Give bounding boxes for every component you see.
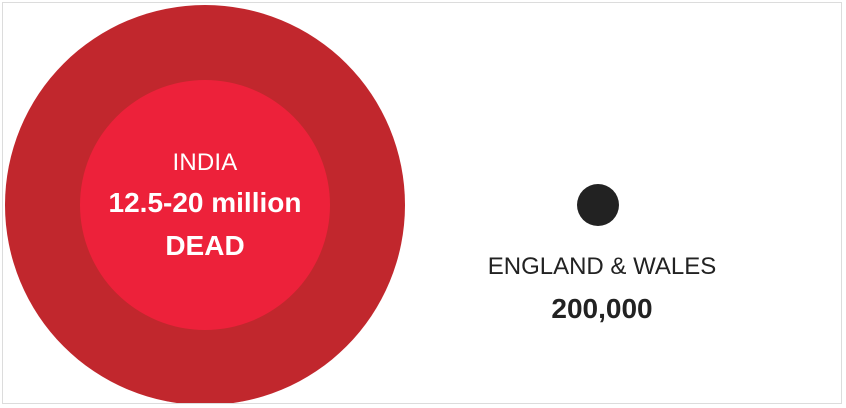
- india-value: 12.5-20 million: [108, 187, 302, 218]
- england-wales-dot: [577, 184, 619, 226]
- india-lower-estimate-circle: [80, 80, 330, 330]
- india-unit: DEAD: [165, 230, 245, 261]
- india-text-group: INDIA 12.5-20 million DEAD: [80, 80, 330, 330]
- infographic-frame: INDIA 12.5-20 million DEAD ENGLAND & WAL…: [2, 2, 842, 404]
- england-wales-label: ENGLAND & WALES: [487, 253, 717, 280]
- india-label: INDIA: [172, 149, 238, 176]
- england-wales-value: 200,000: [551, 293, 653, 324]
